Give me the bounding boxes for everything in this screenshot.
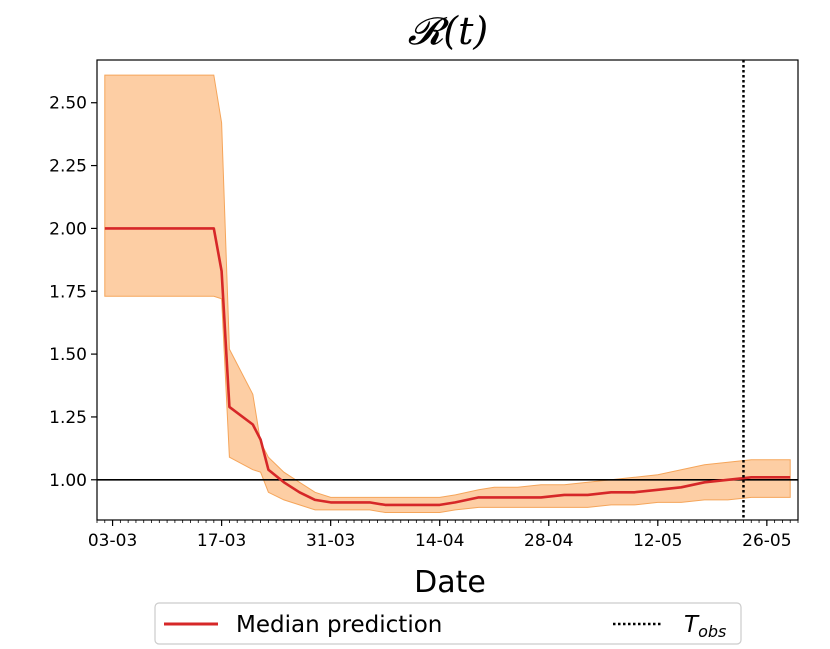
plot-area <box>97 60 798 520</box>
y-tick-label: 1.00 <box>49 471 87 491</box>
credible-band <box>104 74 791 513</box>
y-tick-label: 1.50 <box>49 345 87 365</box>
y-tick-label: 1.75 <box>49 282 87 302</box>
legend: Median prediction Tobs <box>154 602 742 645</box>
x-axis-label: Date <box>414 565 486 600</box>
series-line-0 <box>104 227 791 507</box>
legend-median-label: Median prediction <box>236 612 442 638</box>
x-tick-label: 14-04 <box>415 531 464 551</box>
x-tick-label: 28-04 <box>524 531 573 551</box>
axes: 1.00 1.25 1.50 1.75 2.00 2.25 2.50 03-03 17-03 31… <box>49 59 799 551</box>
legend-tobs-main: T <box>684 612 700 638</box>
x-tick-label: 31-03 <box>306 531 355 551</box>
x-tick-label: 26-05 <box>742 531 791 551</box>
y-tick-label: 1.25 <box>49 408 87 428</box>
x-tick-label: 17-03 <box>197 531 246 551</box>
y-tick-label: 2.25 <box>49 157 87 177</box>
y-tick-label: 2.50 <box>49 94 87 114</box>
x-tick-label: 12-05 <box>633 531 682 551</box>
legend-frame <box>154 602 742 645</box>
chart-title: 𝓡(t) <box>408 9 488 53</box>
plot-content <box>97 60 798 520</box>
legend-tobs-label: Tobs <box>684 612 726 641</box>
x-tick-label: 03-03 <box>88 531 137 551</box>
legend-tobs-sub: obs <box>698 622 726 641</box>
y-tick-label: 2.00 <box>49 219 87 239</box>
